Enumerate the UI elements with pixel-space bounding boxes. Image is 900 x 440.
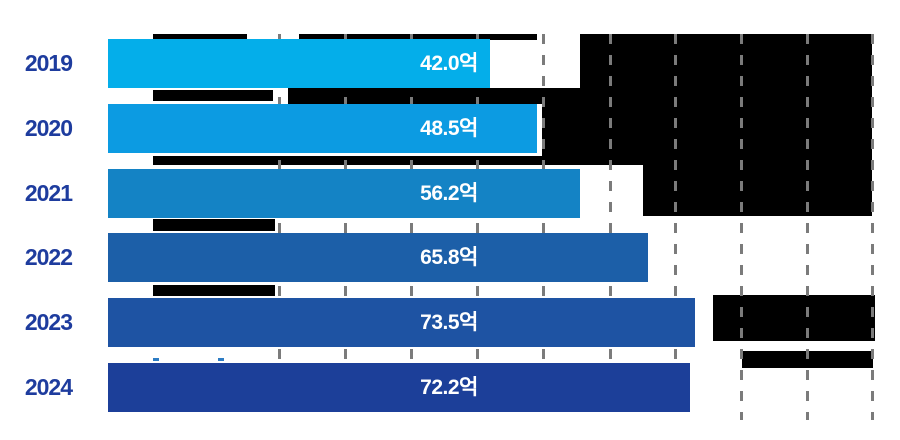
artifact-tick	[218, 358, 224, 361]
category-label-2021: 2021	[24, 180, 73, 206]
redaction-box	[153, 156, 643, 165]
value-label-2019: 42.0억	[420, 52, 478, 75]
vertical-gridline	[476, 34, 479, 412]
redaction-box	[713, 295, 875, 341]
vertical-gridline	[542, 34, 545, 412]
bar-2024	[108, 363, 690, 412]
value-label-2020: 48.5억	[420, 117, 478, 140]
bar-2022	[108, 233, 648, 282]
category-label-2023: 2023	[24, 309, 73, 335]
redaction-box	[153, 90, 273, 101]
redaction-box	[153, 219, 275, 231]
vertical-gridline	[871, 34, 874, 420]
bar-2021	[108, 169, 580, 218]
category-label-2024: 2024	[24, 374, 73, 400]
bar-2019	[108, 39, 490, 88]
redaction-box	[542, 104, 872, 160]
vertical-gridline	[278, 34, 281, 412]
value-label-2021: 56.2억	[420, 182, 478, 205]
vertical-gridline	[674, 34, 677, 412]
artifact-tick	[153, 358, 159, 361]
value-label-2022: 65.8억	[420, 246, 478, 269]
redaction-box	[153, 34, 247, 40]
redaction-box	[288, 88, 872, 104]
vertical-gridline	[806, 34, 809, 420]
category-label-2019: 2019	[24, 50, 73, 76]
vertical-gridline	[740, 34, 743, 420]
value-label-2023: 73.5억	[420, 311, 478, 334]
value-label-2024: 72.2억	[420, 376, 478, 399]
vertical-gridline	[609, 34, 612, 412]
redaction-box	[299, 34, 537, 40]
vertical-gridline	[344, 34, 347, 412]
vertical-gridline	[410, 34, 413, 412]
redaction-box	[153, 285, 275, 296]
redaction-box	[643, 156, 872, 216]
redaction-box	[580, 34, 872, 88]
category-label-2022: 2022	[24, 244, 73, 270]
category-label-2020: 2020	[24, 115, 73, 141]
bar-2020	[108, 104, 537, 153]
bar-2023	[108, 298, 695, 347]
